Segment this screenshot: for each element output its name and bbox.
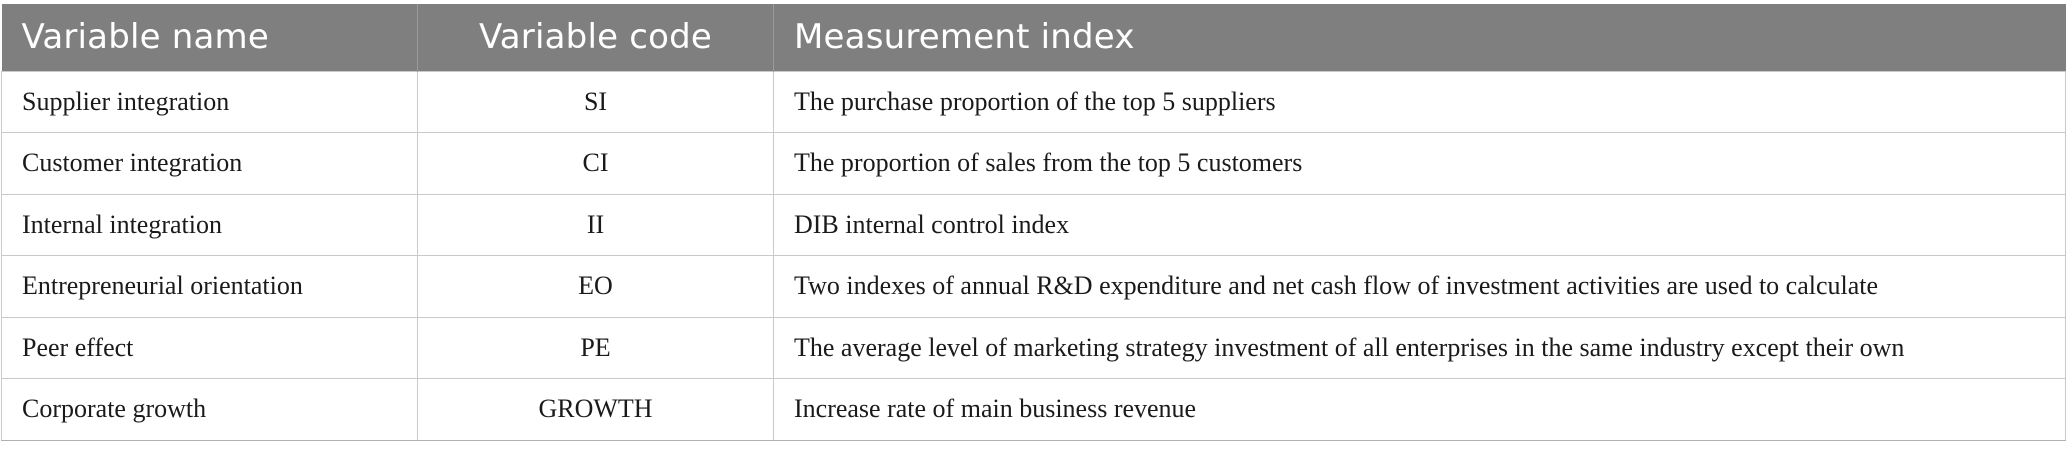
table-header: Variable name Variable code Measurement … (1, 4, 2066, 71)
header-variable-code: Variable code (417, 4, 774, 71)
variables-table: Variable name Variable code Measurement … (1, 4, 2066, 441)
cell-measurement-index: DIB internal control index (773, 193, 2066, 256)
cell-variable-name: Internal integration (1, 193, 418, 256)
cell-variable-code: CI (417, 132, 774, 195)
table-row: Peer effect PE The average level of mark… (1, 316, 2066, 379)
cell-variable-code: SI (417, 70, 774, 133)
cell-variable-name: Corporate growth (1, 378, 418, 441)
table-row: Supplier integration SI The purchase pro… (1, 70, 2066, 133)
header-variable-name: Variable name (1, 4, 418, 71)
cell-variable-code: EO (417, 255, 774, 318)
cell-variable-code: GROWTH (417, 378, 774, 441)
cell-variable-code: II (417, 193, 774, 256)
table-row: Corporate growth GROWTH Increase rate of… (1, 378, 2066, 441)
cell-variable-name: Entrepreneurial orientation (1, 255, 418, 318)
cell-measurement-index: Two indexes of annual R&D expenditure an… (773, 255, 2066, 318)
cell-measurement-index: The average level of marketing strategy … (773, 316, 2066, 379)
cell-variable-name: Peer effect (1, 316, 418, 379)
table-row: Internal integration II DIB internal con… (1, 193, 2066, 256)
header-measurement-index: Measurement index (794, 17, 1135, 58)
header-row: Variable name Variable code Measurement … (1, 4, 2066, 71)
cell-measurement-index: Increase rate of main business revenue (773, 378, 2066, 441)
table-body: Supplier integration SI The purchase pro… (1, 70, 2066, 441)
cell-variable-code: PE (417, 316, 774, 379)
cell-variable-name: Customer integration (1, 132, 418, 195)
variables-table-container: Variable name Variable code Measurement … (1, 4, 2066, 441)
cell-measurement-index: The purchase proportion of the top 5 sup… (773, 70, 2066, 133)
table-row: Customer integration CI The proportion o… (1, 132, 2066, 195)
cell-variable-name: Supplier integration (1, 70, 418, 133)
cell-measurement-index: The proportion of sales from the top 5 c… (773, 132, 2066, 195)
table-row: Entrepreneurial orientation EO Two index… (1, 255, 2066, 318)
